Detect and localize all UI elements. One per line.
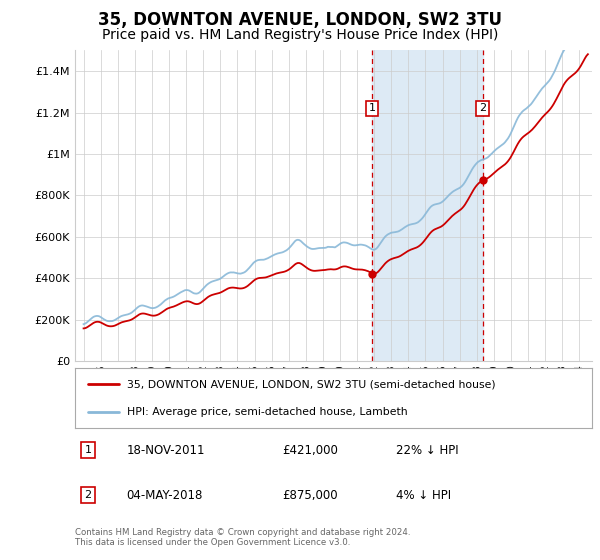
Text: 1: 1 (368, 104, 376, 114)
Text: HPI: Average price, semi-detached house, Lambeth: HPI: Average price, semi-detached house,… (127, 407, 407, 417)
Text: 1: 1 (85, 445, 91, 455)
Text: Price paid vs. HM Land Registry's House Price Index (HPI): Price paid vs. HM Land Registry's House … (102, 28, 498, 42)
Text: 22% ↓ HPI: 22% ↓ HPI (395, 444, 458, 457)
Text: 04-MAY-2018: 04-MAY-2018 (127, 488, 203, 502)
Text: 18-NOV-2011: 18-NOV-2011 (127, 444, 205, 457)
Text: 35, DOWNTON AVENUE, LONDON, SW2 3TU: 35, DOWNTON AVENUE, LONDON, SW2 3TU (98, 11, 502, 29)
Text: 2: 2 (479, 104, 486, 114)
Text: 4% ↓ HPI: 4% ↓ HPI (395, 488, 451, 502)
Text: £875,000: £875,000 (282, 488, 338, 502)
Bar (372, 50, 482, 361)
Text: £421,000: £421,000 (282, 444, 338, 457)
Text: 35, DOWNTON AVENUE, LONDON, SW2 3TU (semi-detached house): 35, DOWNTON AVENUE, LONDON, SW2 3TU (sem… (127, 379, 496, 389)
Text: 2: 2 (85, 490, 91, 500)
Text: Contains HM Land Registry data © Crown copyright and database right 2024.
This d: Contains HM Land Registry data © Crown c… (75, 528, 410, 547)
